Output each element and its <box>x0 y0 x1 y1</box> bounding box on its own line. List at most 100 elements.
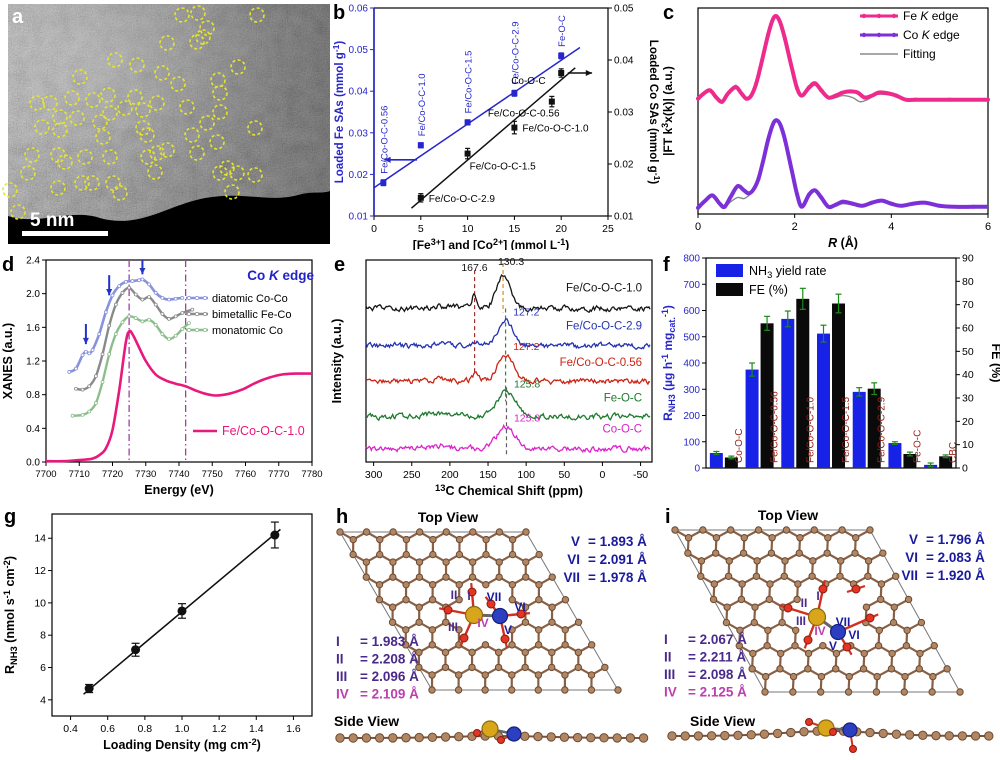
bond-length-value: = 2.211 Å <box>688 650 746 665</box>
text-label: 15 <box>509 223 521 235</box>
series-Fe-K-edge <box>696 14 988 104</box>
panel-e-letter: e <box>334 254 346 276</box>
atom-circle <box>247 167 263 183</box>
category-label: Fe/Co-O-C-2.9 <box>877 396 888 463</box>
side-view-label: Side View <box>690 713 755 729</box>
text-label: 1.6 <box>286 723 301 735</box>
text-label: 10 <box>462 223 474 235</box>
oxygen-atom-side <box>497 736 505 744</box>
bond-length: V <box>909 532 918 547</box>
text-label: 0.4 <box>63 723 78 735</box>
atom-circle <box>2 182 18 198</box>
bond-length-value: = 2.109 Å <box>360 687 419 702</box>
bond-numeral: V <box>829 639 837 653</box>
text-label: 4 <box>40 694 46 706</box>
bond-numeral: II <box>801 596 808 610</box>
tem-image: 5 nm <box>2 4 330 244</box>
top-view-label: Top View <box>758 507 818 523</box>
text-label: 0.8 <box>138 723 153 735</box>
text-label: 7700 <box>35 469 56 480</box>
text-label: 200 <box>441 469 459 481</box>
text-label: 2.0 <box>26 289 40 300</box>
peak-label: 125.8 <box>514 378 540 390</box>
legend-item: diatomic Co-Co <box>212 293 288 305</box>
text-label: 150 <box>479 469 497 481</box>
legend-item: Fe/Co-O-C-1.0 <box>222 424 305 438</box>
co-atom <box>829 623 847 641</box>
bond-length: VI <box>567 552 580 567</box>
bond-length-value: = 2.091 Å <box>588 552 647 567</box>
bond-numeral: II <box>451 588 458 602</box>
bond-numeral: VI <box>514 600 525 614</box>
fe-atom <box>464 605 484 625</box>
atom-circle <box>179 99 195 115</box>
side-view-label: Side View <box>334 713 399 729</box>
atom-circle <box>20 165 36 181</box>
panel-d-letter: d <box>2 254 15 276</box>
y-axis-label: XANES (a.u.) <box>1 323 15 399</box>
panel-c-letter: c <box>663 2 675 24</box>
text-label: 0.02 <box>614 160 634 171</box>
atom-circle <box>77 149 93 165</box>
bond-length: III <box>664 667 675 682</box>
text-label: 7710 <box>69 469 90 480</box>
text-label: 200 <box>683 411 700 422</box>
text-label: 1.2 <box>26 357 40 368</box>
data-point <box>270 530 280 540</box>
text-label: 14 <box>34 533 46 545</box>
atom-circle <box>230 59 246 75</box>
point-label: Fe/Co-O-C-1.5 <box>464 51 475 114</box>
oxygen-atom <box>467 587 477 597</box>
atom-circle <box>154 65 170 81</box>
bar-fe <box>939 456 953 468</box>
panel-d-xanes-chart: 7700 7710 7720 7730 7740 7750 7760 7770 7780 0.0 0… <box>0 250 330 500</box>
scale-bar <box>22 231 108 236</box>
bond-length: I <box>664 632 668 647</box>
bar-fe <box>760 323 774 468</box>
text-label: 0 <box>600 469 606 481</box>
atom-circle <box>84 175 100 191</box>
atom-circle <box>184 127 200 143</box>
text-label: 400 <box>683 359 700 370</box>
bond-numeral: IV <box>477 616 488 630</box>
text-label: 800 <box>683 254 700 265</box>
atom-circle <box>72 69 88 85</box>
atom-circle <box>69 110 85 126</box>
text-label: 7760 <box>235 469 256 480</box>
fe-atom <box>807 607 827 627</box>
text-label: 2.4 <box>26 256 40 267</box>
left-axis-label: Loaded Fe SAs (mmol g-1) <box>331 41 346 184</box>
bond-length: VII <box>563 570 580 585</box>
category-label: Fe/Co-O-C-1.5 <box>841 396 852 463</box>
text-label: 70 <box>962 299 974 311</box>
atom-circle <box>135 120 151 136</box>
text-label: 100 <box>517 469 535 481</box>
text-label: 7750 <box>202 469 223 480</box>
atom-circle <box>74 175 90 191</box>
bond-length-value: = 2.098 Å <box>688 667 747 682</box>
text-label: 60 <box>962 323 974 335</box>
category-label: Fe/Co-O-C-1.0 <box>805 396 816 463</box>
legend-item: monatomic Co <box>212 325 283 337</box>
x-axis-label: [Fe3+] and [Co2+] (mmol L-1) <box>413 237 570 250</box>
text-label: 6 <box>40 662 46 674</box>
category-label: Fe/Co-O-C-0.56 <box>770 391 781 463</box>
nmr-curve-Fe-Co-O-C-0-56 <box>365 353 651 386</box>
series-Fe-Co-O-C-1-0 <box>45 329 313 463</box>
atom-circle <box>189 34 205 50</box>
text-label: 50 <box>962 346 974 358</box>
text-label: 0.8 <box>26 390 40 401</box>
oxygen-atom <box>486 599 496 609</box>
text-label: 4 <box>888 221 894 233</box>
bond-length: IV <box>664 685 677 700</box>
panel-a-letter: a <box>12 6 24 28</box>
bar-fe <box>832 303 845 468</box>
atom-circle <box>199 115 215 131</box>
atom-circle <box>85 92 101 108</box>
atom-circle <box>34 119 50 135</box>
oxygen-atom <box>443 605 453 615</box>
legend-item: Fe K edge <box>903 9 959 23</box>
text-label: 1.0 <box>175 723 190 735</box>
oxygen-atom <box>516 609 526 619</box>
